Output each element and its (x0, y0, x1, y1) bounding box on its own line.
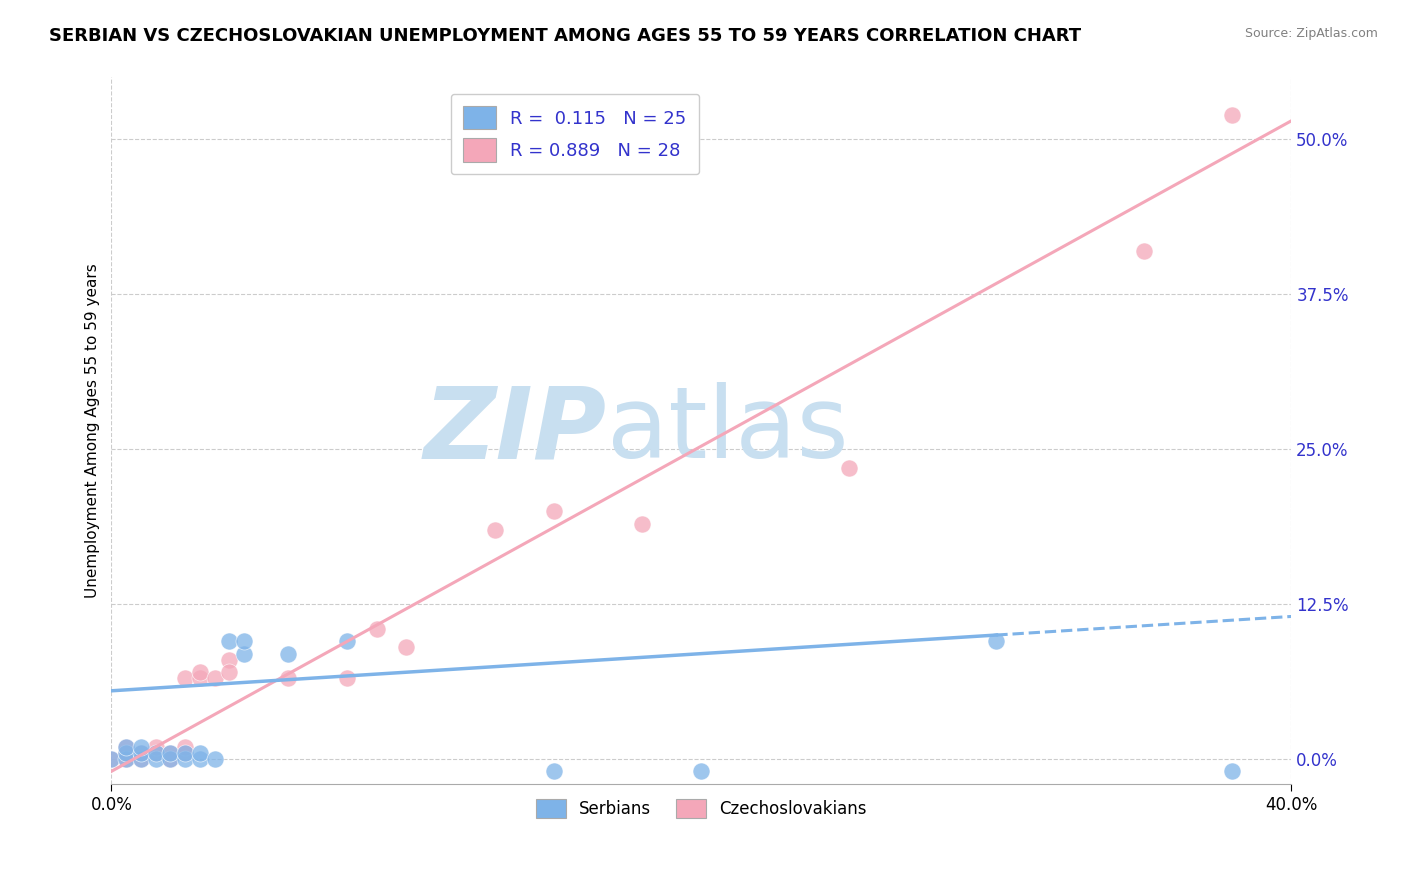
Point (233, 647, 256, 661)
Point (159, 752, 181, 766)
Point (277, 647, 299, 661)
Text: SERBIAN VS CZECHOSLOVAKIAN UNEMPLOYMENT AMONG AGES 55 TO 59 YEARS CORRELATION CH: SERBIAN VS CZECHOSLOVAKIAN UNEMPLOYMENT … (49, 27, 1081, 45)
Point (1133, 244, 1156, 258)
Text: ZIP: ZIP (425, 382, 607, 479)
Point (115, 739, 138, 754)
Point (336, 672, 359, 686)
Point (690, 764, 713, 779)
Point (145, 746, 167, 760)
Point (543, 764, 565, 779)
Point (174, 752, 197, 766)
Point (115, 739, 138, 754)
Point (100, 752, 122, 766)
Point (218, 665, 240, 680)
Point (233, 634, 256, 648)
Point (159, 746, 181, 760)
Point (838, 460, 860, 475)
Point (188, 746, 211, 760)
Text: Source: ZipAtlas.com: Source: ZipAtlas.com (1244, 27, 1378, 40)
Point (188, 665, 211, 680)
Point (100, 752, 122, 766)
Point (159, 746, 181, 760)
Point (115, 746, 138, 760)
Point (129, 746, 152, 760)
Point (986, 634, 1008, 648)
Legend: Serbians, Czechoslovakians: Serbians, Czechoslovakians (529, 792, 873, 825)
Point (174, 746, 197, 760)
Point (188, 672, 211, 686)
Point (129, 752, 152, 766)
Point (1220, 764, 1243, 779)
Point (115, 746, 138, 760)
Point (115, 752, 138, 766)
Point (145, 739, 167, 754)
Point (115, 752, 138, 766)
Point (129, 752, 152, 766)
Point (174, 672, 197, 686)
Point (129, 739, 152, 754)
Point (174, 746, 197, 760)
Point (204, 672, 226, 686)
Point (159, 752, 181, 766)
Point (395, 640, 418, 655)
Point (174, 739, 197, 754)
Point (336, 634, 359, 648)
Point (188, 752, 211, 766)
Point (631, 516, 654, 531)
Text: atlas: atlas (607, 382, 849, 479)
Point (145, 746, 167, 760)
Point (543, 504, 565, 518)
Point (366, 622, 388, 636)
Point (218, 634, 240, 648)
Point (204, 752, 226, 766)
Point (1220, 107, 1243, 121)
Point (484, 523, 506, 537)
Point (145, 752, 167, 766)
Y-axis label: Unemployment Among Ages 55 to 59 years: Unemployment Among Ages 55 to 59 years (86, 263, 100, 598)
Point (218, 653, 240, 667)
Point (129, 746, 152, 760)
Point (277, 672, 299, 686)
